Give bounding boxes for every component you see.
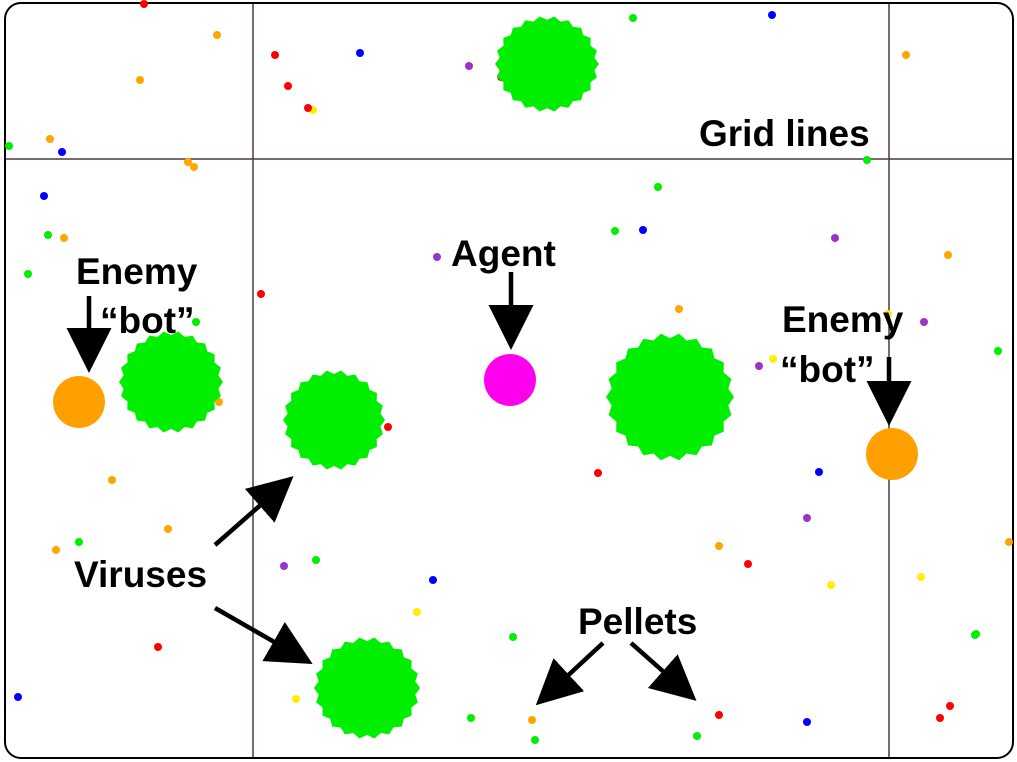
pellet [304,104,312,112]
pellet [52,546,60,554]
pellet [594,469,602,477]
pellet [768,11,776,19]
arrow-pellet-right [629,641,697,701]
pellet-field [5,0,1013,744]
pellet [831,234,839,242]
pellet [715,542,723,550]
pellet [902,51,910,59]
pellet [467,714,475,722]
pellet [271,51,279,59]
arrow-virus-lower [213,606,313,664]
pellet [803,514,811,522]
pellet [1005,538,1013,546]
pellet [827,581,835,589]
pellet [744,560,752,568]
label-enemy-right-line1: Enemy [782,299,904,340]
pellet [213,31,221,39]
virus-1[interactable] [495,16,599,112]
pellet [611,227,619,235]
pellet [863,156,871,164]
pellet [75,538,83,546]
pellet [639,226,647,234]
pellet [971,631,979,639]
pellet [936,714,944,722]
annotation-arrows [66,272,912,706]
pellet [465,62,473,70]
pellet [946,702,954,710]
pellet [184,158,192,166]
pellet [356,49,364,57]
pellet [44,231,52,239]
pellet [60,234,68,242]
pellet [675,305,683,313]
label-grid-lines: Grid lines [699,113,870,154]
pellet [920,318,928,326]
label-viruses: Viruses [74,554,207,595]
pellet [413,608,421,616]
pellet [58,148,66,156]
label-enemy-right-line2: “bot” [780,349,875,390]
pellet [629,14,637,22]
pellet [140,0,148,8]
pellet [14,693,22,701]
pellet [429,576,437,584]
pellet [164,525,172,533]
pellet [509,633,517,641]
enemy-bot-left[interactable] [53,376,105,428]
pellet [154,643,162,651]
pellet [755,362,763,370]
pellet [190,163,198,171]
arrow-virus-upper [213,476,294,547]
pellet [292,695,300,703]
pellet [715,711,723,719]
pellet [312,556,320,564]
pellet [769,355,777,363]
agent-cell[interactable] [484,354,536,406]
pellet [528,716,536,724]
pellet [815,468,823,476]
pellet [917,573,925,581]
pellet [46,135,54,143]
pellet [384,423,392,431]
virus-3[interactable] [283,370,385,470]
pellet [40,192,48,200]
pellet [284,82,292,90]
pellet [654,183,662,191]
pellet [531,736,539,744]
virus-4[interactable] [606,333,734,461]
label-pellets: Pellets [578,601,697,642]
virus-5[interactable] [314,637,420,739]
pellet [257,290,265,298]
enemy-bot-right[interactable] [866,428,918,480]
virus-2[interactable] [119,331,223,433]
pellet [192,318,200,326]
arrow-pellet-left [535,641,605,706]
pellet [5,142,13,150]
pellet [944,251,952,259]
pellet [280,562,288,570]
pellet [433,253,441,261]
pellet [994,347,1002,355]
pellet [884,310,892,318]
label-enemy-left-line1: Enemy [76,251,198,292]
pellet [803,718,811,726]
pellet [215,398,223,406]
virus-group [119,16,734,739]
label-enemy-left-line2: “bot” [100,300,195,341]
label-agent: Agent [451,233,556,274]
pellet [108,476,116,484]
pellet [693,732,701,740]
pellet [24,270,32,278]
pellet [136,76,144,84]
